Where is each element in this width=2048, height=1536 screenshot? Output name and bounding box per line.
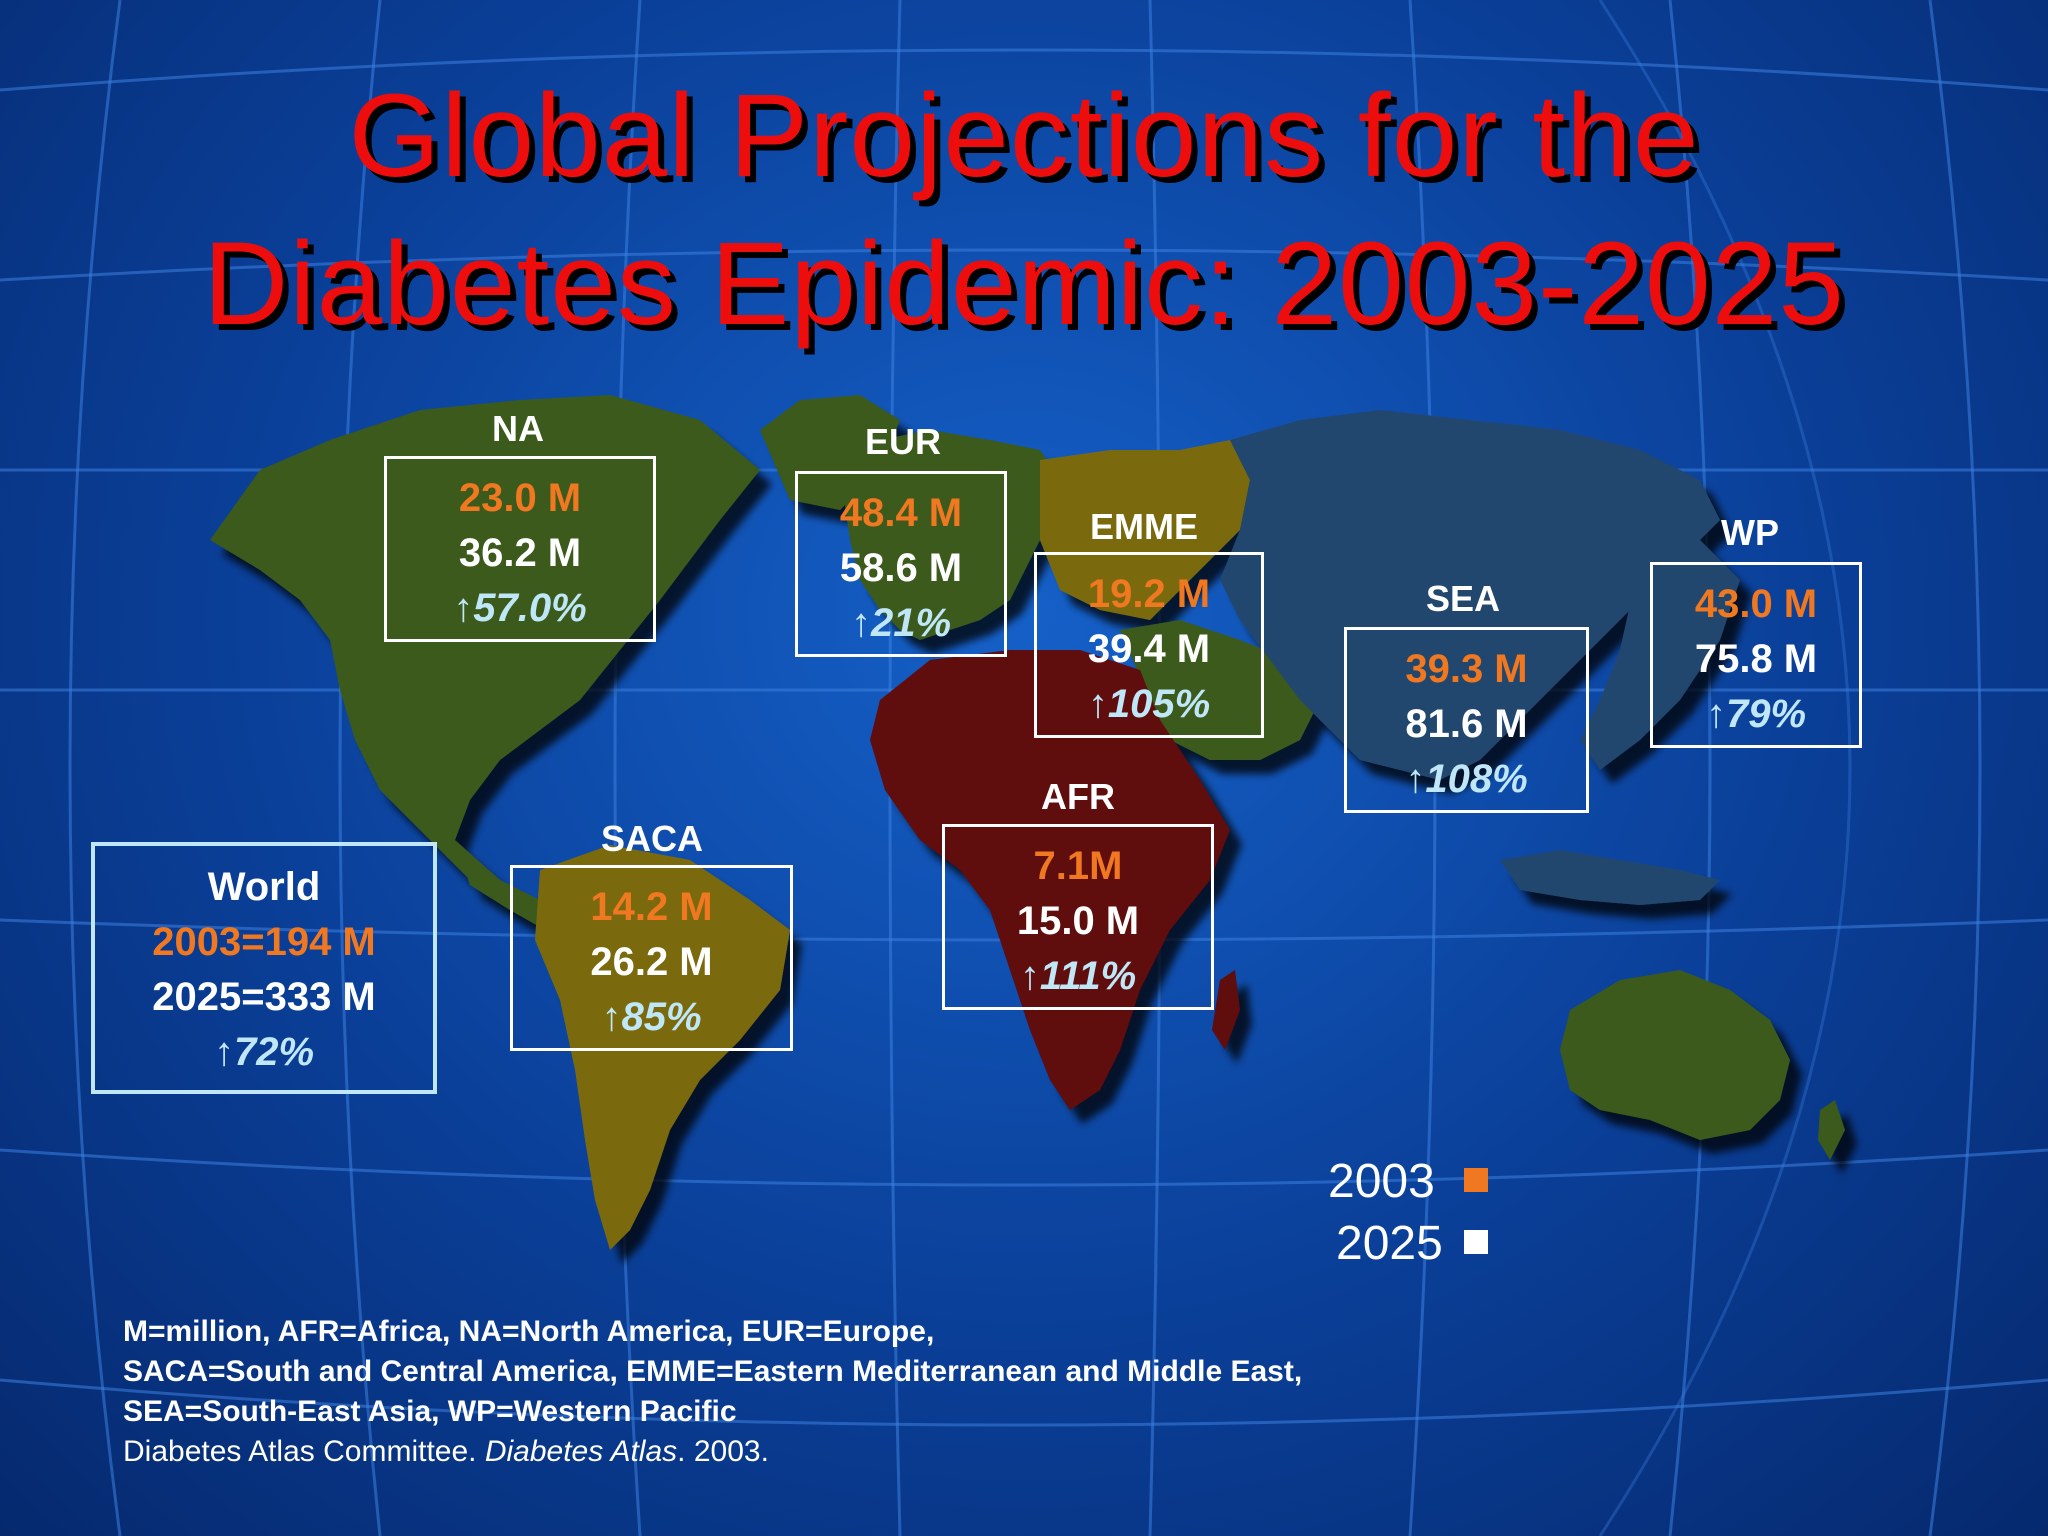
region-shape-na <box>210 395 760 880</box>
world-title: World <box>207 865 321 909</box>
legend-label-2003: 2003 <box>1328 1155 1435 1208</box>
sea-change: ↑108% <box>1405 757 1528 801</box>
citation-title: Diabetes Atlas <box>484 1435 678 1468</box>
citation-authors: Diabetes Atlas Committee. <box>123 1435 485 1468</box>
region-box-saca: 14.2 M 26.2 M ↑85% <box>510 865 793 1051</box>
footnote-line-3: SEA=South-East Asia, WP=Western Pacific <box>123 1395 737 1428</box>
region-label-eur: EUR <box>864 421 941 462</box>
region-box-wp: 43.0 M 75.8 M ↑79% <box>1650 562 1862 748</box>
eur-change: ↑21% <box>850 601 952 645</box>
saca-value-2025: 26.2 M <box>590 940 713 984</box>
citation: Diabetes Atlas Committee. Diabetes Atlas… <box>123 1432 1302 1472</box>
wp-change: ↑79% <box>1705 692 1807 736</box>
legend-swatch-2003 <box>1464 1168 1488 1192</box>
region-label-wp: WP <box>1721 512 1779 553</box>
wp-value-2025: 75.8 M <box>1694 637 1818 681</box>
region-shape-wp-islands <box>1500 850 1720 905</box>
region-box-na: 23.0 M 36.2 M ↑57.0% <box>384 456 656 642</box>
region-shape-nz <box>1818 1100 1845 1160</box>
region-label-saca: SACA <box>600 818 703 859</box>
region-label-emme: EMME <box>1090 506 1198 547</box>
world-value-2025: 2025=333 M <box>152 975 376 1019</box>
footnote-line-2: SACA=South and Central America, EMME=Eas… <box>123 1355 1303 1388</box>
world-summary-box: World 2003=194 M 2025=333 M ↑72% <box>91 842 437 1094</box>
region-shape-emme <box>1040 440 1250 620</box>
afr-value-2025: 15.0 M <box>1016 899 1140 943</box>
citation-year: . 2003. <box>677 1435 769 1468</box>
slide-title: Global Projections for the Diabetes Epid… <box>0 62 2048 358</box>
emme-change: ↑105% <box>1087 682 1211 726</box>
wp-value-2003: 43.0 M <box>1694 582 1818 626</box>
region-shape-saca <box>535 845 790 1250</box>
na-change: ↑57.0% <box>453 586 587 630</box>
region-shape-aus <box>1560 970 1790 1140</box>
eur-value-2025: 58.6 M <box>839 546 963 590</box>
region-shape-madagascar <box>1212 970 1240 1050</box>
footnote: M=million, AFR=Africa, NA=North America,… <box>123 1312 1302 1472</box>
emme-value-2003: 19.2 M <box>1087 572 1211 616</box>
sea-value-2025: 81.6 M <box>1405 702 1528 746</box>
sea-value-2003: 39.3 M <box>1405 647 1528 691</box>
world-change: ↑72% <box>213 1030 315 1074</box>
region-box-sea: 39.3 M 81.6 M ↑108% <box>1344 627 1589 813</box>
region-box-eur: 48.4 M 58.6 M ↑21% <box>795 471 1007 657</box>
emme-value-2025: 39.4 M <box>1087 627 1211 671</box>
region-shape-central-america <box>455 840 560 930</box>
region-shape-wp <box>1580 540 1740 770</box>
title-line-1: Global Projections for the <box>348 70 1700 202</box>
na-value-2025: 36.2 M <box>458 531 582 575</box>
na-value-2003: 23.0 M <box>458 476 582 520</box>
afr-value-2003: 7.1M <box>1033 844 1123 888</box>
eur-value-2003: 48.4 M <box>839 491 963 535</box>
region-box-emme: 19.2 M 39.4 M ↑105% <box>1034 552 1264 738</box>
legend-swatch-2025 <box>1464 1230 1488 1254</box>
afr-change: ↑111% <box>1019 954 1137 998</box>
region-box-afr: 7.1M 15.0 M ↑111% <box>942 824 1214 1010</box>
title-line-2: Diabetes Epidemic: 2003-2025 <box>203 218 1845 350</box>
region-shape-afr <box>870 650 1230 1110</box>
saca-change: ↑85% <box>601 995 702 1039</box>
world-value-2003: 2003=194 M <box>152 920 376 964</box>
region-label-afr: AFR <box>1041 776 1115 817</box>
saca-value-2003: 14.2 M <box>590 885 713 929</box>
footnote-line-1: M=million, AFR=Africa, NA=North America,… <box>123 1315 935 1348</box>
legend-label-2025: 2025 <box>1336 1217 1443 1270</box>
region-label-sea: SEA <box>1425 578 1501 619</box>
region-label-na: NA <box>492 408 544 449</box>
